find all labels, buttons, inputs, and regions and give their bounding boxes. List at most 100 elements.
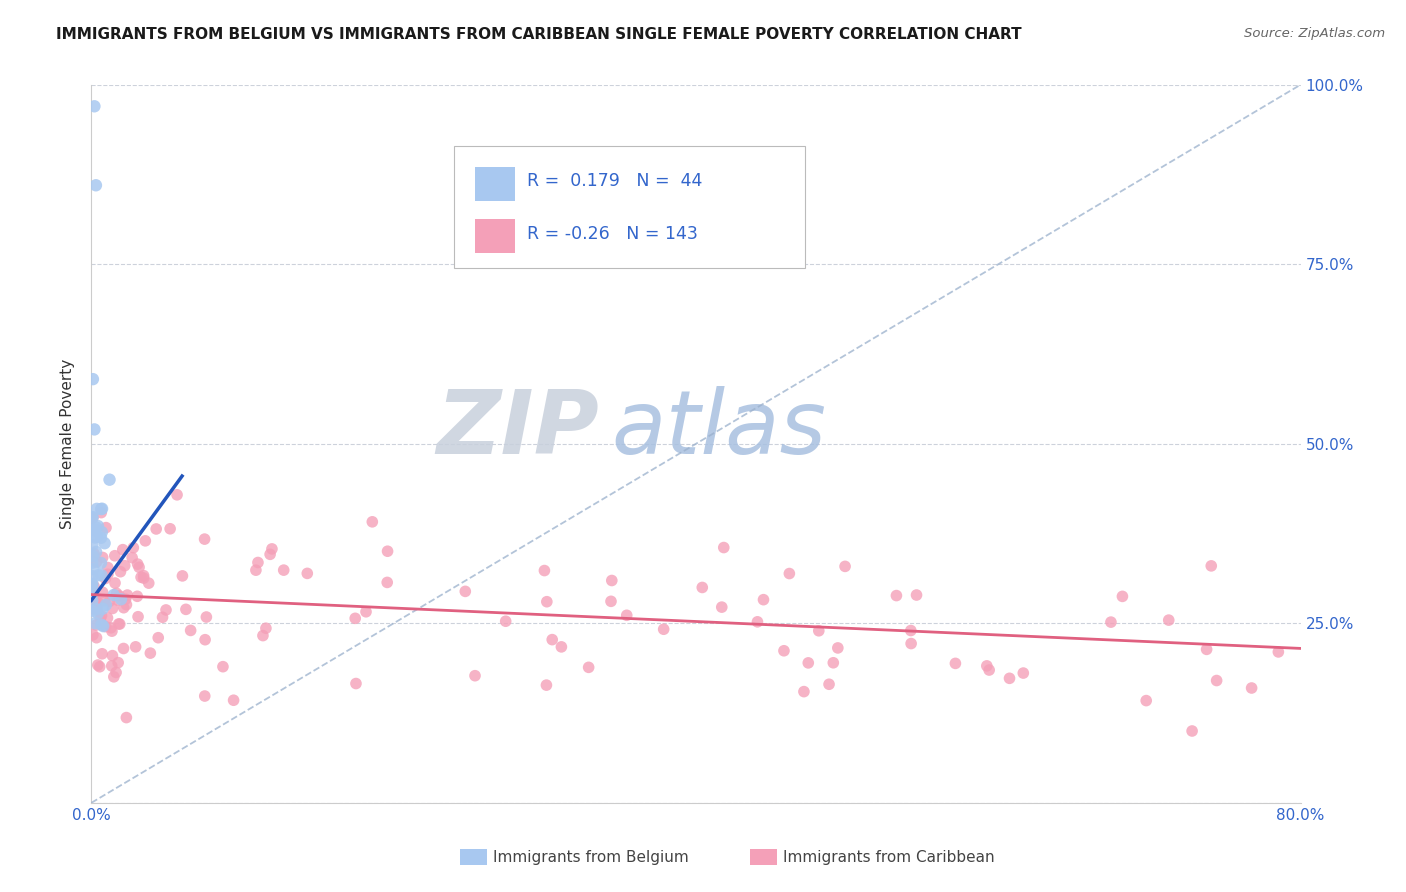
- Point: [82, 581, 104, 595]
- Point: [132, 568, 155, 582]
- Point: [101, 601, 124, 615]
- Point: [139, 646, 162, 660]
- Point: [998, 671, 1021, 685]
- Point: [105, 665, 128, 680]
- Point: [91, 601, 114, 615]
- Point: [86, 555, 108, 569]
- Point: [83, 586, 105, 600]
- Point: [1205, 673, 1227, 688]
- Point: [778, 566, 800, 581]
- Point: [194, 689, 217, 703]
- Point: [344, 611, 367, 625]
- Point: [91, 585, 114, 599]
- Point: [87, 607, 110, 621]
- Point: [550, 640, 572, 654]
- Point: [536, 678, 558, 692]
- Y-axis label: Single Female Poverty: Single Female Poverty: [60, 359, 76, 529]
- Point: [600, 574, 623, 588]
- Text: Immigrants from Caribbean: Immigrants from Caribbean: [783, 850, 994, 865]
- Point: [747, 615, 769, 629]
- Point: [94, 598, 117, 612]
- Point: [107, 656, 129, 670]
- Text: IMMIGRANTS FROM BELGIUM VS IMMIGRANTS FROM CARIBBEAN SINGLE FEMALE POVERTY CORRE: IMMIGRANTS FROM BELGIUM VS IMMIGRANTS FR…: [56, 27, 1022, 42]
- Point: [83, 422, 105, 436]
- Point: [1099, 615, 1122, 629]
- Point: [82, 577, 104, 591]
- Point: [101, 624, 124, 639]
- Point: [1240, 681, 1263, 695]
- Point: [121, 550, 143, 565]
- Text: R =  0.179   N =  44: R = 0.179 N = 44: [527, 172, 702, 190]
- Point: [122, 541, 145, 555]
- Point: [259, 547, 281, 561]
- Point: [96, 611, 118, 625]
- Point: [115, 710, 138, 724]
- Point: [945, 657, 967, 671]
- Point: [84, 520, 107, 534]
- Point: [84, 531, 107, 545]
- Point: [361, 515, 384, 529]
- Point: [752, 592, 775, 607]
- Point: [495, 614, 517, 628]
- Point: [104, 576, 127, 591]
- Point: [1111, 590, 1133, 604]
- Point: [112, 600, 135, 615]
- Point: [110, 565, 132, 579]
- Point: [91, 501, 114, 516]
- Point: [1157, 613, 1180, 627]
- Point: [536, 595, 558, 609]
- Point: [108, 617, 131, 632]
- Point: [90, 556, 112, 570]
- Point: [82, 511, 104, 525]
- Point: [114, 558, 136, 573]
- Point: [155, 603, 177, 617]
- Point: [100, 621, 122, 635]
- Point: [127, 609, 149, 624]
- Point: [134, 533, 156, 548]
- Point: [145, 522, 167, 536]
- Point: [89, 612, 111, 626]
- Point: [1199, 558, 1222, 573]
- Point: [87, 519, 110, 533]
- Point: [652, 622, 675, 636]
- Point: [252, 629, 274, 643]
- Point: [260, 541, 283, 556]
- Point: [132, 571, 155, 585]
- Point: [84, 523, 107, 537]
- Point: [97, 560, 120, 574]
- Point: [541, 632, 564, 647]
- Point: [807, 624, 830, 638]
- Point: [1267, 645, 1289, 659]
- Point: [90, 525, 112, 540]
- Point: [245, 563, 267, 577]
- Point: [254, 621, 277, 635]
- Point: [172, 569, 194, 583]
- Point: [1135, 693, 1157, 707]
- Point: [114, 592, 136, 607]
- Point: [174, 602, 197, 616]
- Point: [94, 521, 117, 535]
- Point: [979, 663, 1001, 677]
- Point: [115, 598, 138, 612]
- Text: R = -0.26   N = 143: R = -0.26 N = 143: [527, 225, 697, 244]
- Point: [82, 510, 104, 524]
- Point: [112, 641, 135, 656]
- Point: [98, 473, 121, 487]
- Point: [166, 488, 188, 502]
- Point: [84, 524, 107, 538]
- Point: [86, 631, 108, 645]
- Point: [1195, 642, 1218, 657]
- Point: [90, 608, 112, 623]
- Point: [834, 559, 856, 574]
- Point: [138, 576, 160, 591]
- Point: [97, 567, 120, 582]
- Point: [90, 617, 112, 632]
- Point: [710, 600, 733, 615]
- Text: atlas: atlas: [612, 386, 827, 473]
- Text: Immigrants from Belgium: Immigrants from Belgium: [494, 850, 689, 865]
- Point: [103, 588, 125, 602]
- Point: [148, 631, 170, 645]
- Point: [82, 538, 104, 552]
- Point: [84, 545, 107, 559]
- Point: [89, 659, 111, 673]
